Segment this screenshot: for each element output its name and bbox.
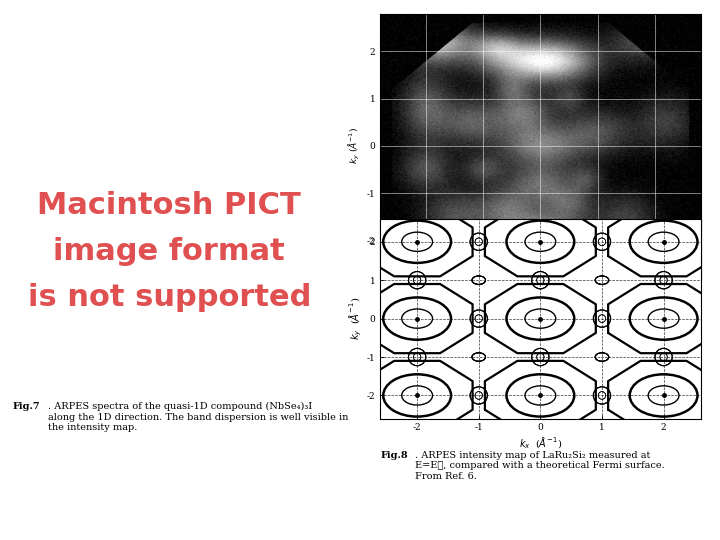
X-axis label: $k_x$  ($\AA^{-1}$): $k_x$ ($\AA^{-1}$) bbox=[518, 435, 562, 451]
Text: 152 eV: 152 eV bbox=[659, 261, 691, 270]
Text: Fig.7: Fig.7 bbox=[13, 402, 40, 411]
Text: is not supported: is not supported bbox=[27, 282, 311, 312]
Text: . ARPES intensity map of LaRu₂Si₂ measured at
E=E₟, compared with a theoretical : . ARPES intensity map of LaRu₂Si₂ measur… bbox=[415, 451, 665, 481]
Y-axis label: $k_y$  ($\AA^{-1}$): $k_y$ ($\AA^{-1}$) bbox=[347, 297, 364, 340]
Text: image format: image format bbox=[53, 237, 285, 266]
Text: Macintosh PICT: Macintosh PICT bbox=[37, 191, 301, 220]
Text: Fig.8: Fig.8 bbox=[380, 451, 408, 460]
Y-axis label: $k_y$ ($\AA^{-1}$): $k_y$ ($\AA^{-1}$) bbox=[347, 127, 362, 164]
Text: . ARPES spectra of the quasi-1D compound (NbSe₄)₃I
along the 1D direction. The b: . ARPES spectra of the quasi-1D compound… bbox=[48, 402, 348, 432]
